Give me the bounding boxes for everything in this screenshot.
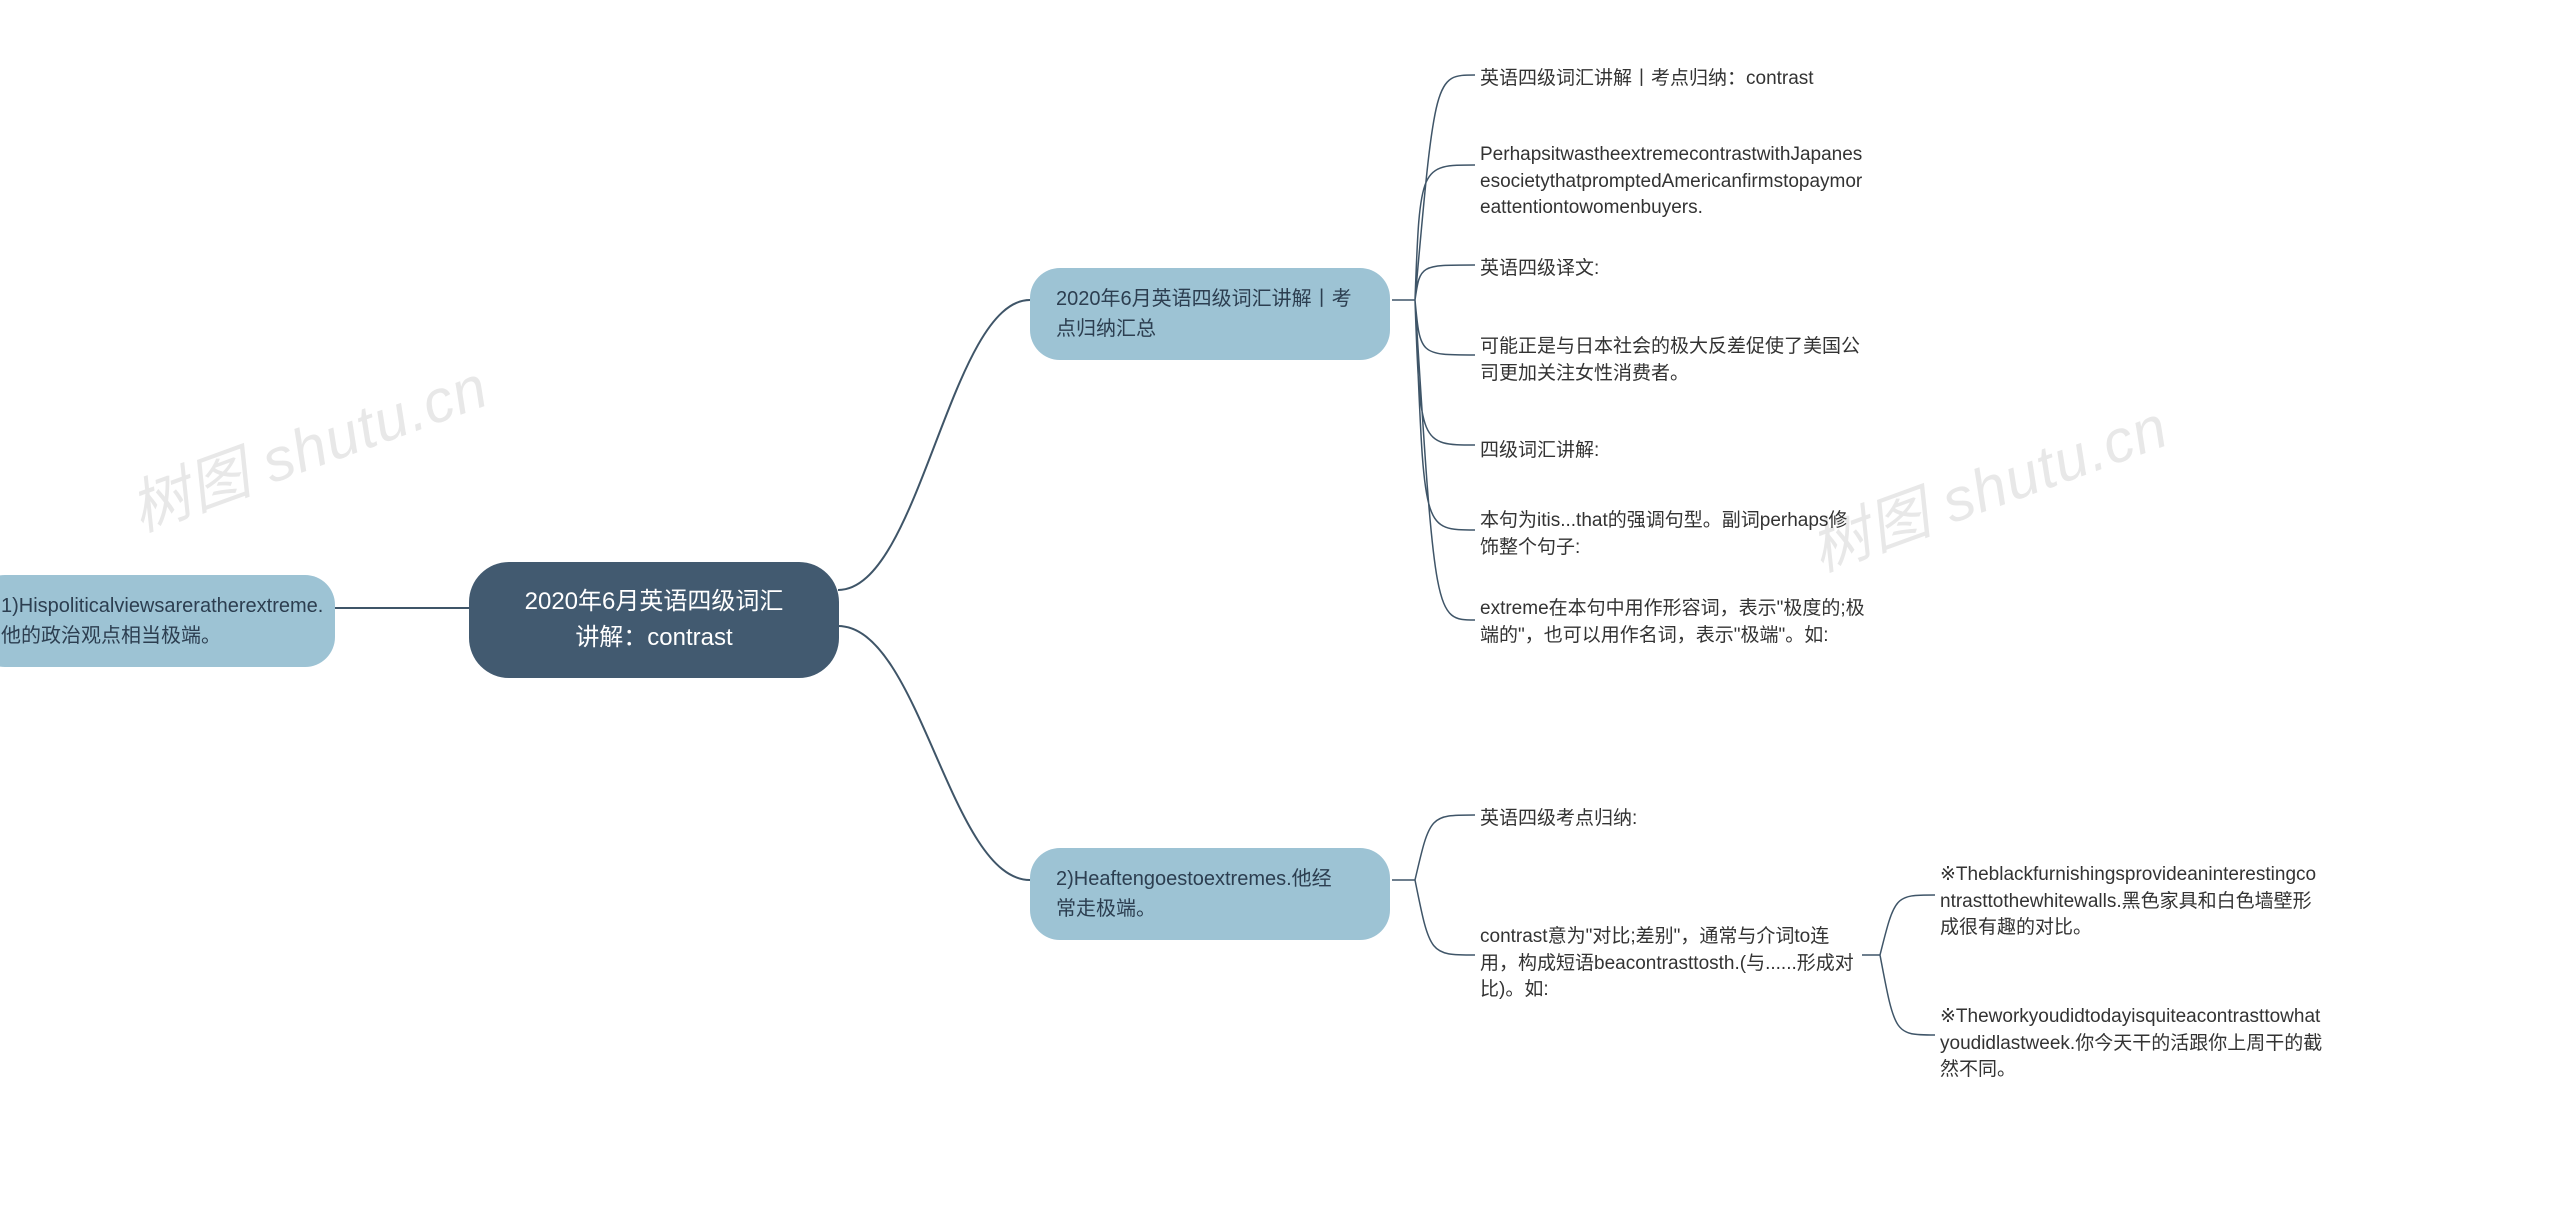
r1-leaf-2: 英语四级译文: — [1480, 252, 1865, 287]
right-branch-2-line1: 2)Heaftengoestoextremes.他经 — [1056, 864, 1364, 894]
left-branch: 1)Hispoliticalviewsareratherextreme.他的政治… — [0, 575, 335, 667]
root-line1: 2020年6月英语四级词汇 — [507, 584, 801, 620]
right-branch-1-line1: 2020年6月英语四级词汇讲解丨考 — [1056, 284, 1364, 314]
r1-leaf-3: 可能正是与日本社会的极大反差促使了美国公司更加关注女性消费者。 — [1480, 330, 1865, 391]
mindmap-root: 2020年6月英语四级词汇 讲解：contrast — [469, 562, 839, 678]
right-branch-2: 2)Heaftengoestoextremes.他经 常走极端。 — [1030, 848, 1390, 940]
r1-leaf-6: extreme在本句中用作形容词，表示"极度的;极端的"，也可以用作名词，表示"… — [1480, 592, 1865, 653]
root-line2: 讲解：contrast — [507, 620, 801, 656]
r1-leaf-0: 英语四级词汇讲解丨考点归纳：contrast — [1480, 62, 1865, 97]
r1-leaf-5: 本句为itis...that的强调句型。副词perhaps修饰整个句子: — [1480, 504, 1865, 565]
r2-leaf-1: contrast意为"对比;差别"，通常与介词to连用，构成短语beacontr… — [1480, 920, 1865, 1008]
watermark-1: 树图 shutu.cn — [116, 339, 498, 549]
right-branch-2-line2: 常走极端。 — [1056, 894, 1364, 924]
r1-leaf-1: PerhapsitwastheextremecontrastwithJapane… — [1480, 138, 1865, 226]
r2-leaf-1-child-1: ※Theworkyoudidtodayisquiteacontrasttowha… — [1940, 1000, 2325, 1088]
left-branch-text: 1)Hispoliticalviewsareratherextreme.他的政治… — [1, 595, 323, 647]
r2-leaf-1-child-0: ※Theblackfurnishingsprovideaninteresting… — [1940, 858, 2325, 946]
right-branch-1-line2: 点归纳汇总 — [1056, 314, 1364, 344]
r2-leaf-0: 英语四级考点归纳: — [1480, 802, 1865, 837]
right-branch-1: 2020年6月英语四级词汇讲解丨考 点归纳汇总 — [1030, 268, 1390, 360]
r1-leaf-4: 四级词汇讲解: — [1480, 434, 1865, 469]
